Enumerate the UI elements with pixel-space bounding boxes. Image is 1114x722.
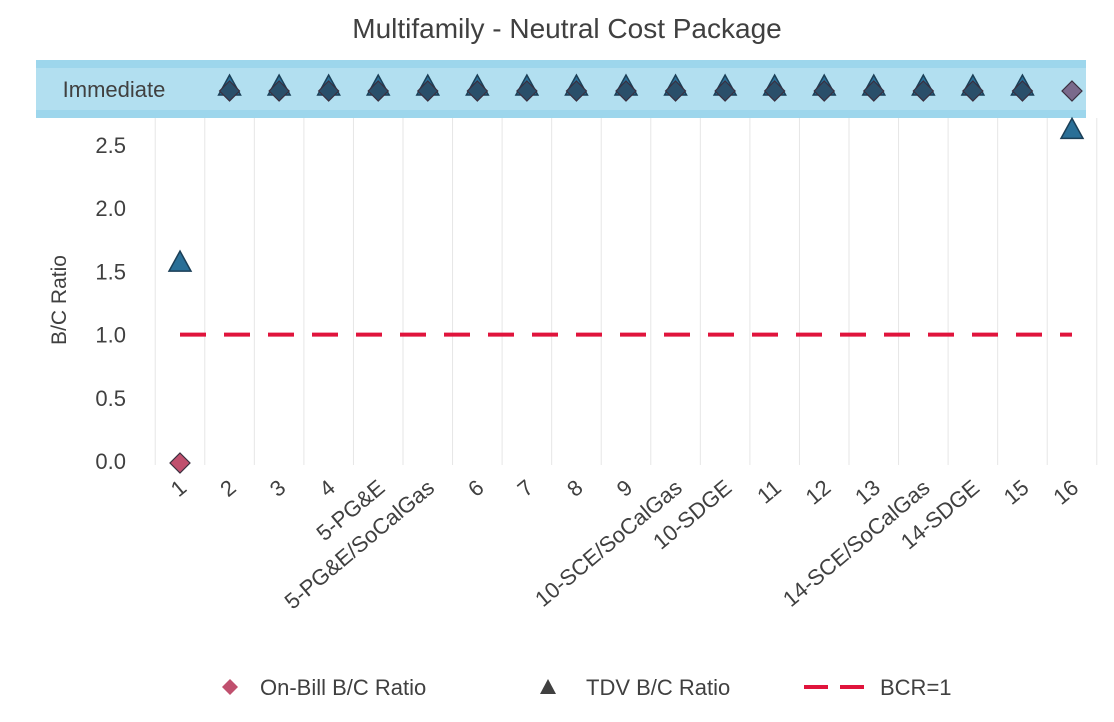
tdv-point [1059, 116, 1085, 140]
chart-title: Multifamily - Neutral Cost Package [352, 13, 781, 44]
on-bill-point [763, 80, 786, 102]
on-bill-point [466, 80, 489, 102]
grid-layer [154, 118, 1098, 465]
on-bill-point [169, 452, 191, 474]
immediate-band-inner [36, 68, 1086, 110]
on-bill-point [268, 80, 290, 102]
legend-tdv-label: TDV B/C Ratio [586, 675, 730, 700]
x-tick-label: 9 [612, 475, 637, 502]
x-tick-label: 2 [215, 475, 240, 502]
on-bill-series [169, 80, 1083, 474]
y-tick-labels: 0.0 0.5 1.0 1.5 2.0 2.5 [95, 133, 126, 474]
legend: On-Bill B/C Ratio TDV B/C Ratio BCR=1 [222, 675, 952, 700]
on-bill-point [516, 80, 538, 102]
y-tick-label: 0.5 [95, 386, 126, 411]
x-tick-label: 12 [801, 475, 836, 510]
y-tick-label: 2.0 [95, 196, 126, 221]
on-bill-point [367, 80, 390, 102]
tdv-point [167, 249, 193, 272]
on-bill-point [813, 80, 836, 102]
on-bill-point [416, 80, 439, 102]
y-tick-label: 1.0 [95, 323, 126, 348]
on-bill-point [912, 80, 935, 102]
on-bill-point [1061, 80, 1083, 102]
x-tick-label: 8 [562, 475, 587, 502]
x-tick-labels: 1 2 3 45-PG&E5-PG&E/SoCalGas 6 7 8 910-SCE/SoCa… [166, 475, 1083, 614]
on-bill-point [862, 80, 885, 102]
on-bill-point [218, 80, 241, 102]
on-bill-point [962, 80, 984, 102]
y-tick-label: 2.5 [95, 133, 126, 158]
x-tick-label: 15 [999, 475, 1034, 510]
x-tick-label: 16 [1048, 475, 1083, 510]
legend-bcr-label: BCR=1 [880, 675, 952, 700]
on-bill-point [714, 80, 736, 102]
y-tick-label: 0.0 [95, 449, 126, 474]
on-bill-point [615, 80, 637, 102]
x-tick-label: 3 [265, 475, 290, 502]
legend-on-bill-label: On-Bill B/C Ratio [260, 675, 426, 700]
immediate-band-layer: Immediate [36, 60, 1086, 118]
on-bill-point [664, 80, 687, 102]
legend-tdv-marker [540, 679, 556, 694]
x-tick-label: 13 [850, 475, 885, 510]
on-bill-point [1011, 80, 1034, 102]
x-tick-label: 4 [314, 475, 339, 502]
legend-on-bill-marker [222, 679, 238, 695]
x-tick-label: 1 [166, 475, 191, 502]
x-tick-label: 7 [513, 475, 538, 502]
on-bill-point [565, 80, 588, 102]
y-axis-title: B/C Ratio [48, 255, 71, 345]
on-bill-point [317, 80, 340, 102]
y-tick-label: 1.5 [95, 259, 126, 284]
x-tick-label: 11 [752, 475, 786, 509]
x-tick-label: 6 [463, 475, 488, 502]
y-tick-label-immediate: Immediate [63, 77, 166, 102]
